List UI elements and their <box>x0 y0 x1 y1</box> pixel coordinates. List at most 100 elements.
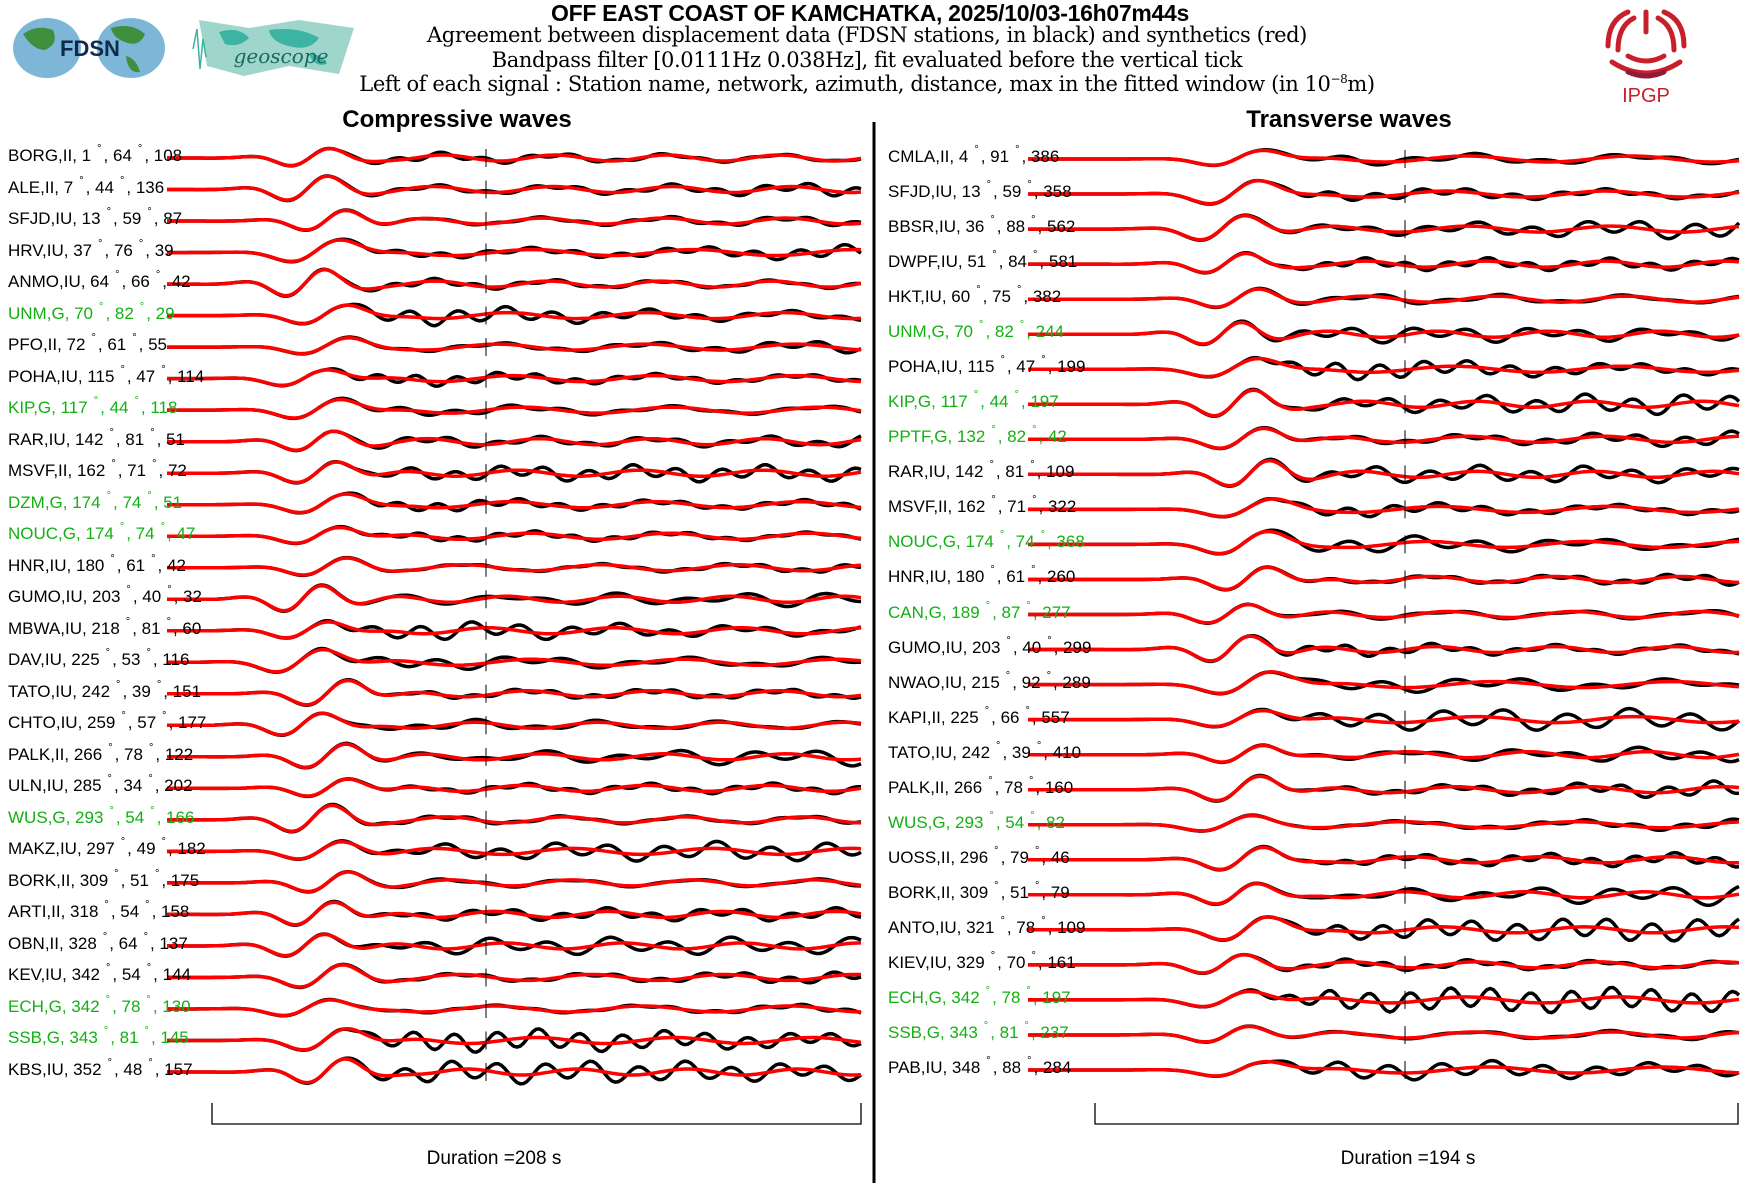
station-label: BORG,II, 1 °, 64 °, 108 <box>8 143 183 168</box>
degree: ° <box>97 143 102 155</box>
station-distance: , 76 <box>104 240 133 260</box>
station-label: MSVF,II, 162 °, 71 °, 322 <box>888 494 1077 519</box>
degree: ° <box>985 599 991 612</box>
station-name: CHTO,IU, 259 <box>8 713 116 733</box>
synthetic-trace <box>167 556 862 577</box>
station-max: , 51 <box>153 492 183 512</box>
degree: ° <box>1000 914 1005 927</box>
station-label: WUS,G, 293 °, 54 °, 166 <box>8 805 194 830</box>
station-distance: , 78 <box>114 744 143 764</box>
degree: ° <box>91 332 96 345</box>
station-distance: , 74 <box>1006 532 1035 552</box>
degree: ° <box>161 836 166 849</box>
degree: ° <box>114 867 119 880</box>
station-name: RAR,IU, 142 <box>888 462 984 482</box>
degree: ° <box>151 552 156 565</box>
degree: ° <box>990 949 996 962</box>
station-label: HNR,IU, 180 °, 61 °, 42 <box>8 552 186 578</box>
station-label: NOUC,G, 174 °, 74 °, 368 <box>888 529 1085 554</box>
station-label: ECH,G, 342 °, 78 °, 130 <box>8 994 191 1019</box>
station-max: , 118 <box>140 398 178 418</box>
station-label: PFO,II, 72 °, 61 °, 55 <box>8 332 168 357</box>
station-name: WUS,G, 293 <box>8 807 104 827</box>
station-max: , 46 <box>1041 847 1070 867</box>
synthetic-trace <box>167 429 862 452</box>
station-name: ANMO,IU, 64 <box>8 272 110 292</box>
station-max: , 47 <box>166 524 196 544</box>
degree: ° <box>1046 669 1051 682</box>
station-label: ANMO,IU, 64 °, 66 °, 42 <box>8 269 191 294</box>
degree: ° <box>155 269 161 282</box>
degree: ° <box>1016 284 1022 297</box>
synthetic-trace <box>1028 1024 1740 1044</box>
station-distance: , 64 <box>103 146 132 165</box>
station-distance: , 39 <box>1002 742 1031 762</box>
station-name: BBSR,IU, 36 <box>888 217 985 237</box>
degree: ° <box>984 704 990 717</box>
degree: ° <box>154 867 160 880</box>
degree: ° <box>1000 354 1005 367</box>
station-name: HRV,IU, 37 <box>8 240 93 260</box>
station-max: , 42 <box>157 555 186 575</box>
ipgp-logo-text: IPGP <box>1622 85 1670 106</box>
station-name: UNM,G, 70 <box>888 322 974 342</box>
degree: ° <box>98 237 103 250</box>
station-max: , 322 <box>1038 497 1077 517</box>
station-distance: , 61 <box>996 567 1026 587</box>
station-max: , 157 <box>154 1060 193 1079</box>
legend-unit: m) <box>1347 72 1375 96</box>
station-label: SFJD,IU, 13 °, 59 °, 87 <box>8 206 182 231</box>
station-max: , 108 <box>144 146 183 165</box>
station-label: MSVF,II, 162 °, 71 °, 72 <box>8 458 187 483</box>
degree: ° <box>162 710 167 723</box>
globe-icon: FDSN <box>13 18 165 78</box>
world-map-icon: geoscope <box>192 20 354 76</box>
synthetic-trace <box>167 803 862 833</box>
station-max: , 386 <box>1021 147 1060 166</box>
degree: ° <box>156 678 162 691</box>
station-distance: , 82 <box>105 303 134 323</box>
degree: ° <box>1036 739 1042 752</box>
station-label: GUMO,IU, 203 °, 40 °, 299 <box>888 635 1091 660</box>
station-max: , 175 <box>161 870 200 890</box>
degree: ° <box>1019 319 1025 332</box>
synthetic-trace <box>1028 529 1739 556</box>
degree: ° <box>991 424 996 437</box>
degree: ° <box>138 237 144 250</box>
station-name: GUMO,IU, 203 <box>888 637 1001 657</box>
station-label: PALK,II, 266 °, 78 °, 160 <box>888 775 1073 800</box>
station-max: , 55 <box>138 335 168 355</box>
data-trace <box>167 802 862 834</box>
synthetic-trace <box>167 267 862 298</box>
degree: ° <box>1041 354 1046 367</box>
degree: ° <box>148 741 154 754</box>
synthetic-trace <box>167 870 862 894</box>
degree: ° <box>150 426 155 439</box>
station-distance: , 54 <box>112 965 141 985</box>
station-label: KIP,G, 117 °, 44 °, 197 <box>888 389 1059 414</box>
station-max: , 116 <box>152 650 190 670</box>
station-name: ECH,G, 342 <box>888 987 980 1007</box>
station-name: SFJD,IU, 13 <box>8 209 101 229</box>
degree: ° <box>999 529 1005 542</box>
degree: ° <box>148 773 153 786</box>
ipgp-logo: IPGP <box>1598 6 1694 107</box>
synthetic-trace <box>1028 774 1740 803</box>
station-distance: , 66 <box>991 707 1020 727</box>
degree: ° <box>146 962 152 975</box>
degree: ° <box>1024 1019 1029 1032</box>
station-distance: , 92 <box>1012 672 1041 692</box>
station-label: SSB,G, 343 °, 81 °, 237 <box>888 1019 1069 1045</box>
station-name: ANTO,IU, 321 <box>888 917 995 937</box>
station-max: , 130 <box>152 996 191 1016</box>
degree: ° <box>152 458 157 471</box>
duration-label-transverse: Duration =194 s <box>1340 1148 1476 1169</box>
synthetic-trace <box>1028 845 1740 872</box>
station-distance: , 44 <box>980 392 1009 412</box>
station-max: , 137 <box>150 933 188 953</box>
station-max: , 144 <box>153 965 191 985</box>
synthetic-trace <box>1028 497 1740 519</box>
degree: ° <box>102 930 108 943</box>
degree: ° <box>996 739 1001 752</box>
station-name: KIEV,IU, 329 <box>888 952 985 972</box>
